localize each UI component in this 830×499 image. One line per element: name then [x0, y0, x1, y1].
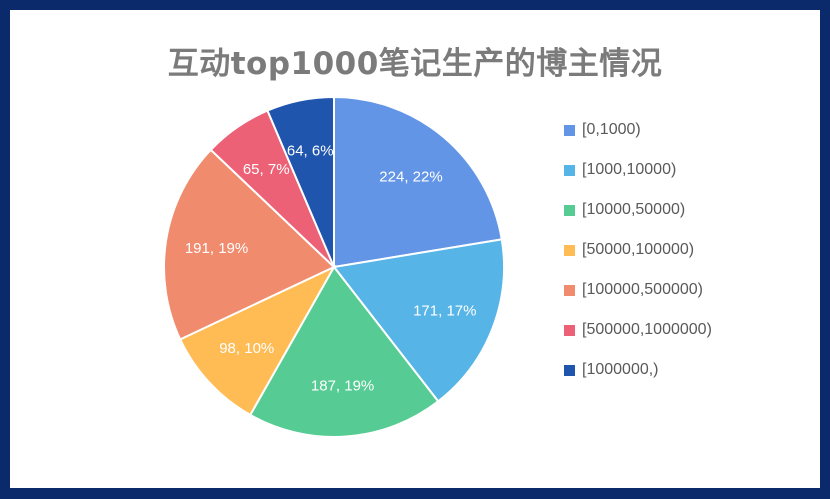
- slice-label: 187, 19%: [311, 378, 374, 395]
- slice-label: 171, 17%: [413, 302, 476, 319]
- pie-slice: [266, 95, 335, 268]
- slice-label: 98, 10%: [219, 340, 274, 357]
- legend-swatch: [564, 205, 575, 216]
- legend-label: [100000,500000): [582, 281, 703, 298]
- legend-label: [500000,1000000): [582, 321, 712, 338]
- legend-label: [50000,100000): [582, 241, 695, 258]
- legend-swatch: [564, 125, 575, 136]
- slice-label: 191, 19%: [185, 240, 248, 257]
- legend-label: [0,1000): [582, 121, 641, 138]
- legend-label: [1000,10000): [582, 161, 677, 178]
- chart-frame: 互动top1000笔记生产的博主情况 224, 22% 171, 17% 187, …: [10, 10, 820, 488]
- slice-label: 65, 7%: [243, 161, 290, 178]
- slice-label: 224, 22%: [379, 168, 442, 185]
- pie-slice: [163, 148, 336, 341]
- legend-swatch: [564, 365, 575, 376]
- pie-slice: [178, 264, 337, 417]
- legend-swatch: [564, 285, 575, 296]
- legend-label: [1000000,): [582, 361, 659, 378]
- legend-swatch: [564, 165, 575, 176]
- legend-swatch: [564, 325, 575, 336]
- pie-slice: [248, 265, 440, 438]
- chart-title: 互动top1000笔记生产的博主情况: [167, 46, 663, 82]
- pie-chart: 224, 22% 171, 17% 187, 19% 98, 10% 191, 19% 6…: [163, 95, 505, 438]
- pie-slice: [333, 95, 503, 269]
- legend-label: [10000,50000): [582, 201, 686, 218]
- slice-label: 64, 6%: [287, 142, 334, 159]
- legend-swatch: [564, 245, 575, 256]
- pie-slice: [332, 238, 505, 403]
